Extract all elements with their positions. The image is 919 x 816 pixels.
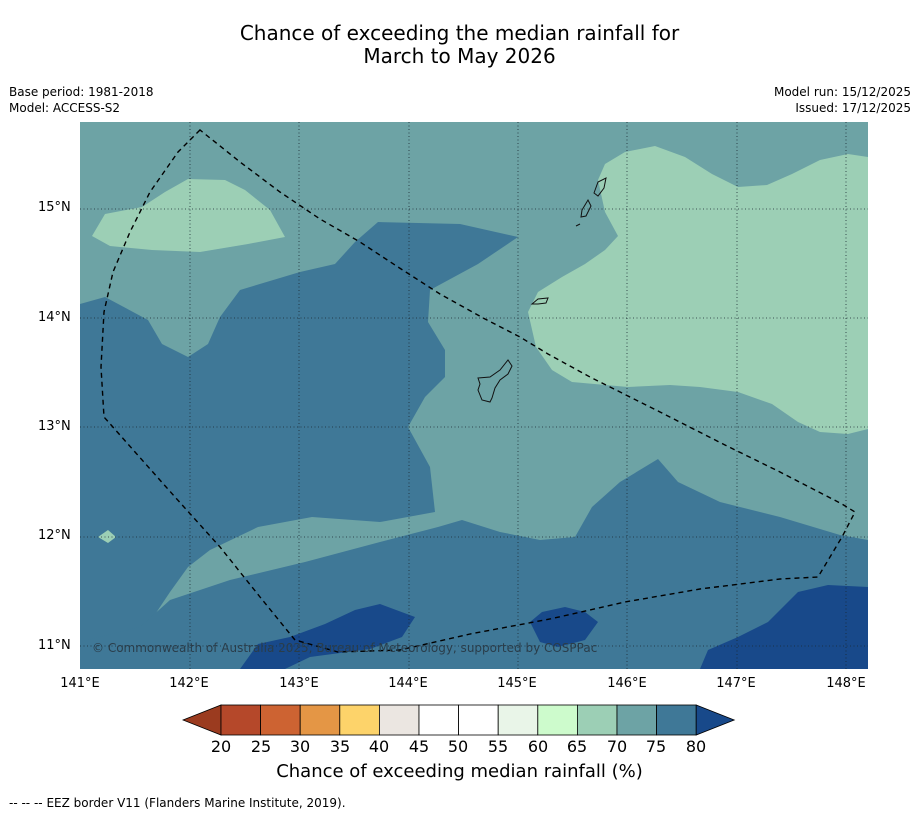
colorbar-tick: 45: [408, 737, 430, 756]
colorbar-tick: 65: [566, 737, 588, 756]
lat-label-12n: 12°N: [38, 528, 71, 543]
lon-label-148e: 148°E: [826, 676, 866, 691]
eez-legend-text: EEZ border V11 (Flanders Marine Institut…: [46, 796, 346, 810]
colorbar-tick: 50: [447, 737, 469, 756]
band-80-plus-center: [530, 607, 598, 647]
meta-left: Base period: 1981-2018 Model: ACCESS-S2: [9, 84, 154, 116]
lat-label-15n: 15°N: [38, 200, 71, 215]
gridlines: [80, 122, 868, 669]
island-guam: [477, 359, 513, 403]
eez-border: [100, 129, 856, 653]
colorbar-tick: 80: [685, 737, 707, 756]
lon-label-147e: 147°E: [716, 676, 756, 691]
title-line-1: Chance of exceeding the median rainfall …: [239, 21, 680, 45]
colorbar-tick: 40: [368, 737, 390, 756]
colorbar-segment: [458, 704, 499, 736]
colorbar-tick: 25: [250, 737, 272, 756]
rainfall-map: [80, 122, 868, 669]
colorbar-tick: 20: [210, 737, 232, 756]
lon-label-146e: 146°E: [607, 676, 647, 691]
colorbar-segment: [497, 704, 539, 736]
colorbar-segment: [616, 704, 657, 736]
eez-legend: -- -- -- EEZ border V11 (Flanders Marine…: [9, 796, 346, 810]
lat-label-13n: 13°N: [38, 419, 71, 434]
lat-label-11n: 11°N: [38, 638, 71, 653]
lon-label-144e: 144°E: [388, 676, 428, 691]
colorbar-tick: 70: [606, 737, 628, 756]
lat-label-14n: 14°N: [38, 310, 71, 325]
band-65-70-east: [528, 146, 868, 434]
lon-label-141e: 141°E: [60, 676, 100, 691]
colorbar-extension-low: [181, 704, 222, 736]
lon-label-145e: 145°E: [497, 676, 537, 691]
band-80-plus-east: [700, 585, 868, 669]
colorbar-segment: [418, 704, 459, 736]
chart-title: Chance of exceeding the median rainfall …: [0, 22, 919, 68]
colorbar-label: Chance of exceeding median rainfall (%): [276, 761, 643, 782]
colorbar-tick: 55: [487, 737, 509, 756]
islands: [477, 177, 607, 403]
colorbar-segment: [339, 704, 380, 736]
model-run: Model run: 15/12/2025: [773, 85, 911, 99]
issued-date: Issued: 17/12/2025: [795, 101, 911, 115]
model-name: Model: ACCESS-S2: [9, 101, 121, 115]
title-line-2: March to May 2026: [363, 44, 556, 68]
colorbar-svg: [181, 704, 736, 736]
base-period: Base period: 1981-2018: [9, 85, 154, 99]
island-aguijan: [575, 223, 581, 227]
colorbar-segment: [378, 704, 420, 736]
colorbar-tick: 60: [527, 737, 549, 756]
map-svg: [80, 122, 868, 669]
colorbar-segment: [537, 704, 578, 736]
eez-legend-marker: -- -- --: [9, 796, 43, 810]
band-65-70-west: [92, 179, 285, 252]
band-65-70-small: [98, 530, 116, 543]
colorbar-segment: [656, 704, 697, 736]
copyright-notice: © Commonwealth of Australia 2025, Bureau…: [92, 641, 598, 655]
band-80-plus-southwest: [240, 604, 415, 669]
colorbar-tick: 75: [645, 737, 667, 756]
band-75-80-south: [80, 459, 868, 669]
meta-right: Model run: 15/12/2025 Issued: 17/12/2025: [774, 84, 911, 116]
colorbar-segment: [576, 704, 618, 736]
colorbar-segment: [220, 704, 261, 736]
colorbar: [181, 704, 738, 740]
colorbar-segment: [299, 704, 341, 736]
colorbar-segment: [260, 704, 301, 736]
lon-label-142e: 142°E: [169, 676, 209, 691]
colorbar-extension-high: [695, 704, 736, 736]
colorbar-tick: 35: [329, 737, 351, 756]
lon-label-143e: 143°E: [279, 676, 319, 691]
colorbar-tick: 30: [289, 737, 311, 756]
island-saipan: [593, 177, 607, 197]
island-rota: [530, 297, 549, 305]
island-tinian: [580, 198, 592, 218]
